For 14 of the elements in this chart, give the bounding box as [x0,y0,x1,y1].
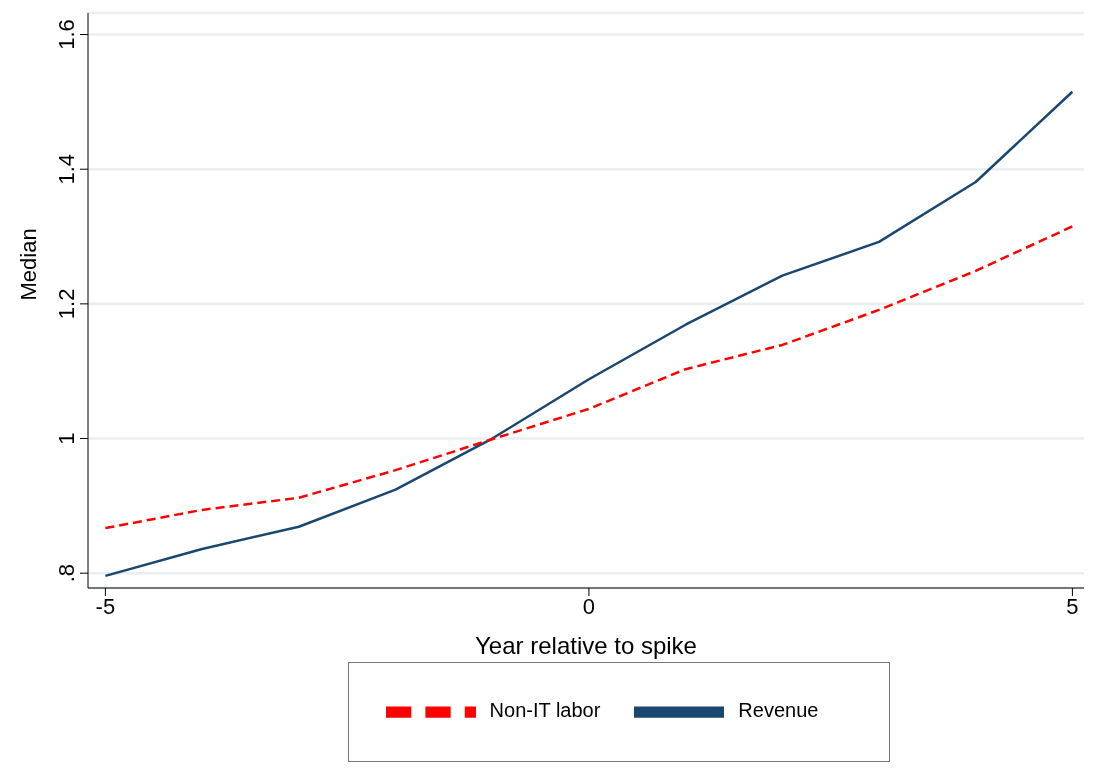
line-series [104,90,1074,578]
x-axis-title: Year relative to spike [475,632,697,659]
x-tick-label: -5 [95,593,116,619]
y-tick-label: .8 [54,564,79,583]
y-tick-label: 1.6 [54,19,79,50]
line-series [104,225,1074,530]
legend-label: Revenue [738,699,819,722]
y-axis-title: Median [15,228,41,301]
x-tick-label: 5 [1066,593,1079,619]
y-tick-label: 1.2 [54,288,79,320]
y-tick-label: 1 [54,432,79,445]
x-tick-label: 0 [582,593,596,619]
y-tick-label: 1.4 [54,153,79,185]
legend-label: Non-IT labor [489,699,601,722]
